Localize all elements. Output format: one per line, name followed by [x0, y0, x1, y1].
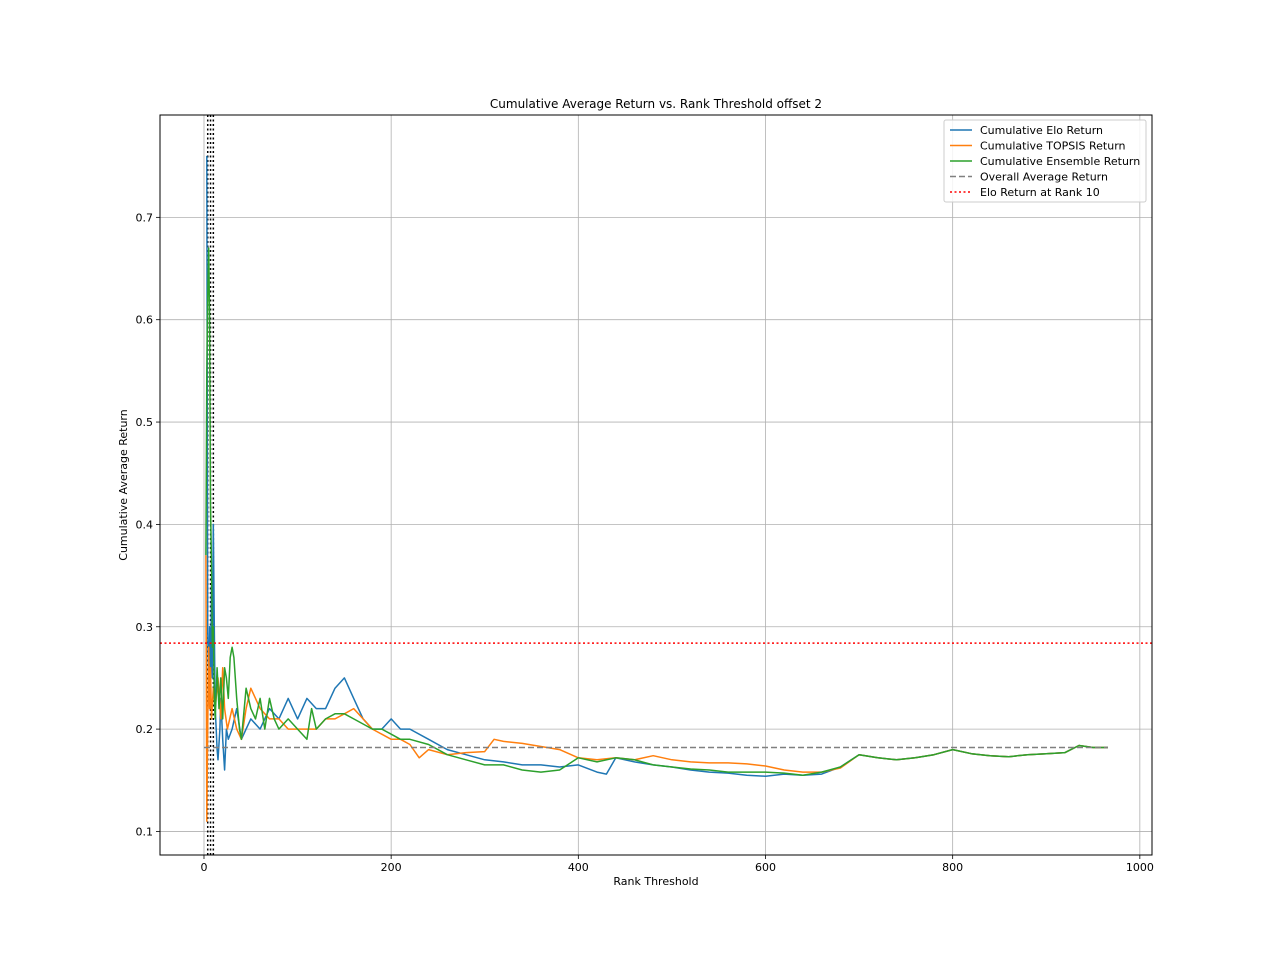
x-tick-label: 200 [381, 861, 402, 874]
legend-label-cumulative-elo-return: Cumulative Elo Return [980, 124, 1103, 137]
legend-label-cumulative-topsis-return: Cumulative TOPSIS Return [980, 140, 1126, 153]
x-tick-label: 800 [942, 861, 963, 874]
y-tick-label: 0.6 [136, 314, 154, 327]
legend-label-overall-average-return: Overall Average Return [980, 171, 1108, 184]
legend: Cumulative Elo Return Cumulative TOPSIS R… [943, 119, 1147, 203]
cumulative-topsis-return-line [205, 555, 1108, 822]
y-tick-label: 0.5 [136, 416, 154, 429]
axis-ticks: 0 200 400 600 800 1000 0.1 0.2 0.3 0.4 0.5 0.6 0.7 [136, 211, 1154, 874]
legend-label-elo-return-at-rank-10: Elo Return at Rank 10 [980, 186, 1100, 199]
x-axis-label: Rank Threshold [613, 875, 698, 888]
y-tick-label: 0.3 [136, 621, 154, 634]
legend-box [943, 119, 1147, 203]
y-tick-label: 0.4 [136, 518, 154, 531]
cumulative-elo-return-line [206, 155, 1108, 777]
x-tick-label: 400 [568, 861, 589, 874]
legend-label-cumulative-ensemble-return: Cumulative Ensemble Return [980, 155, 1140, 168]
plot-area [160, 115, 1152, 855]
chart-title: Cumulative Average Return vs. Rank Thres… [490, 97, 822, 111]
y-tick-label: 0.7 [136, 211, 154, 224]
y-tick-label: 0.2 [136, 723, 154, 736]
grid [160, 115, 1152, 855]
x-tick-label: 0 [200, 861, 207, 874]
x-tick-label: 600 [755, 861, 776, 874]
y-axis-label: Cumulative Average Return [117, 409, 130, 560]
x-tick-label: 1000 [1126, 861, 1154, 874]
cumulative-ensemble-return-line [205, 247, 1108, 776]
y-tick-label: 0.1 [136, 825, 154, 838]
plot-frame [159, 114, 1153, 856]
